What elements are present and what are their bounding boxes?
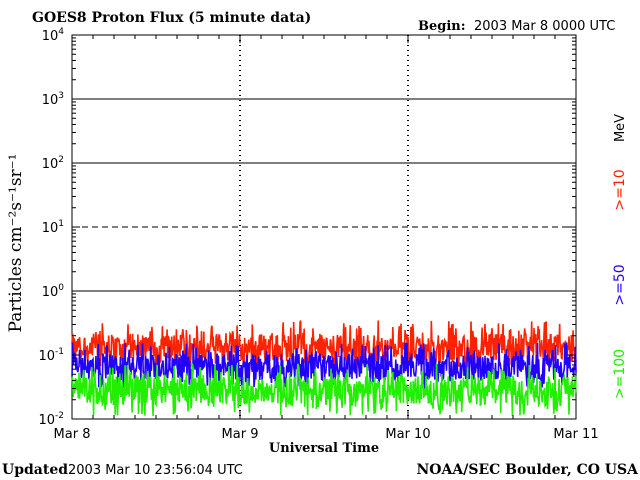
series-line-3 [71, 363, 577, 416]
series-layer [71, 320, 577, 416]
legend-series-1: >=10 [612, 169, 628, 210]
y-tick-label: 10-1 [38, 347, 64, 364]
x-axis-label: Universal Time [269, 441, 379, 456]
y-tick-label: 103 [42, 91, 64, 108]
x-tick-label: Mar 8 [54, 427, 91, 442]
updated-label: Updated [2, 462, 68, 478]
x-tick-label: Mar 9 [222, 427, 259, 442]
updated-value: 2003 Mar 10 23:56:04 UTC [68, 463, 243, 478]
x-tick-label: Mar 10 [385, 427, 430, 442]
chart-title: GOES8 Proton Flux (5 minute data) [32, 10, 311, 26]
y-tick-label: 101 [42, 219, 64, 236]
source-credit: NOAA/SEC Boulder, CO USA [417, 462, 640, 478]
y-tick-label: 102 [42, 155, 64, 172]
y-tick-label: 10-2 [38, 411, 64, 428]
y-tick-label: 104 [42, 27, 65, 44]
x-tick-label: Mar 11 [553, 427, 598, 442]
y-axis-label: Particles cm⁻²s⁻¹sr⁻¹ [6, 154, 26, 333]
legend-series-3: >=100 [612, 349, 628, 399]
legend-series-2: >=50 [612, 264, 628, 305]
y-tick-label: 100 [42, 283, 65, 300]
units-label: MeV [613, 114, 628, 142]
begin-label: Begin: [418, 19, 466, 34]
axis-layer: 10-2 10-1 100 101 102 103 104 Mar 8 Mar 9 Mar 10 M… [38, 27, 598, 442]
begin-value: 2003 Mar 8 0000 UTC [474, 19, 615, 34]
